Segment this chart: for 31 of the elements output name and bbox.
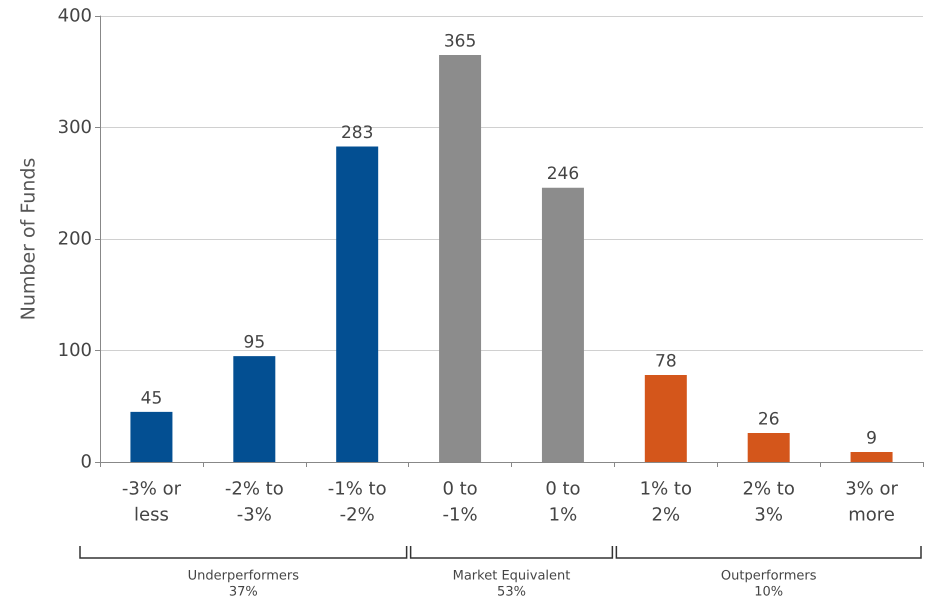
data-label: 283 (340, 122, 374, 143)
data-label: 9 (866, 428, 877, 448)
y-tick-label: 200 (58, 228, 92, 250)
x-tick-label: -3% or less (122, 478, 182, 526)
bar (748, 433, 790, 462)
data-label: 78 (654, 352, 677, 372)
data-label: 45 (140, 388, 162, 408)
x-tick-label: 1% to 2% (640, 478, 692, 526)
text: Outperformers 10% (720, 568, 817, 600)
x-tick-label: -1% to -2% (328, 478, 387, 526)
x-tick-label: 0 to 1% (545, 478, 581, 526)
bar (336, 146, 378, 462)
y-tick-label: 0 (80, 452, 92, 472)
data-label: 246 (546, 164, 580, 184)
text: Underperformers 37% (188, 568, 300, 600)
data-label: 365 (444, 32, 476, 52)
y-tick-label: 400 (58, 6, 92, 26)
data-label: 26 (758, 410, 780, 430)
data-label: 95 (243, 332, 266, 353)
bar (850, 452, 893, 462)
y-tick-label: 100 (58, 340, 92, 361)
y-axis-title: Number of Funds (18, 158, 40, 320)
y-tick-label: 300 (58, 117, 92, 138)
bar (644, 375, 687, 462)
text: Market Equivalent 53% (452, 568, 570, 600)
x-tick-label: 2% to 3% (742, 478, 795, 526)
x-tick-label: -2% to -3% (224, 478, 284, 526)
x-tick-label: 0 to -1% (442, 478, 478, 526)
bar (233, 356, 276, 462)
bar (130, 412, 172, 462)
x-tick-label: 3% or more (845, 478, 898, 526)
